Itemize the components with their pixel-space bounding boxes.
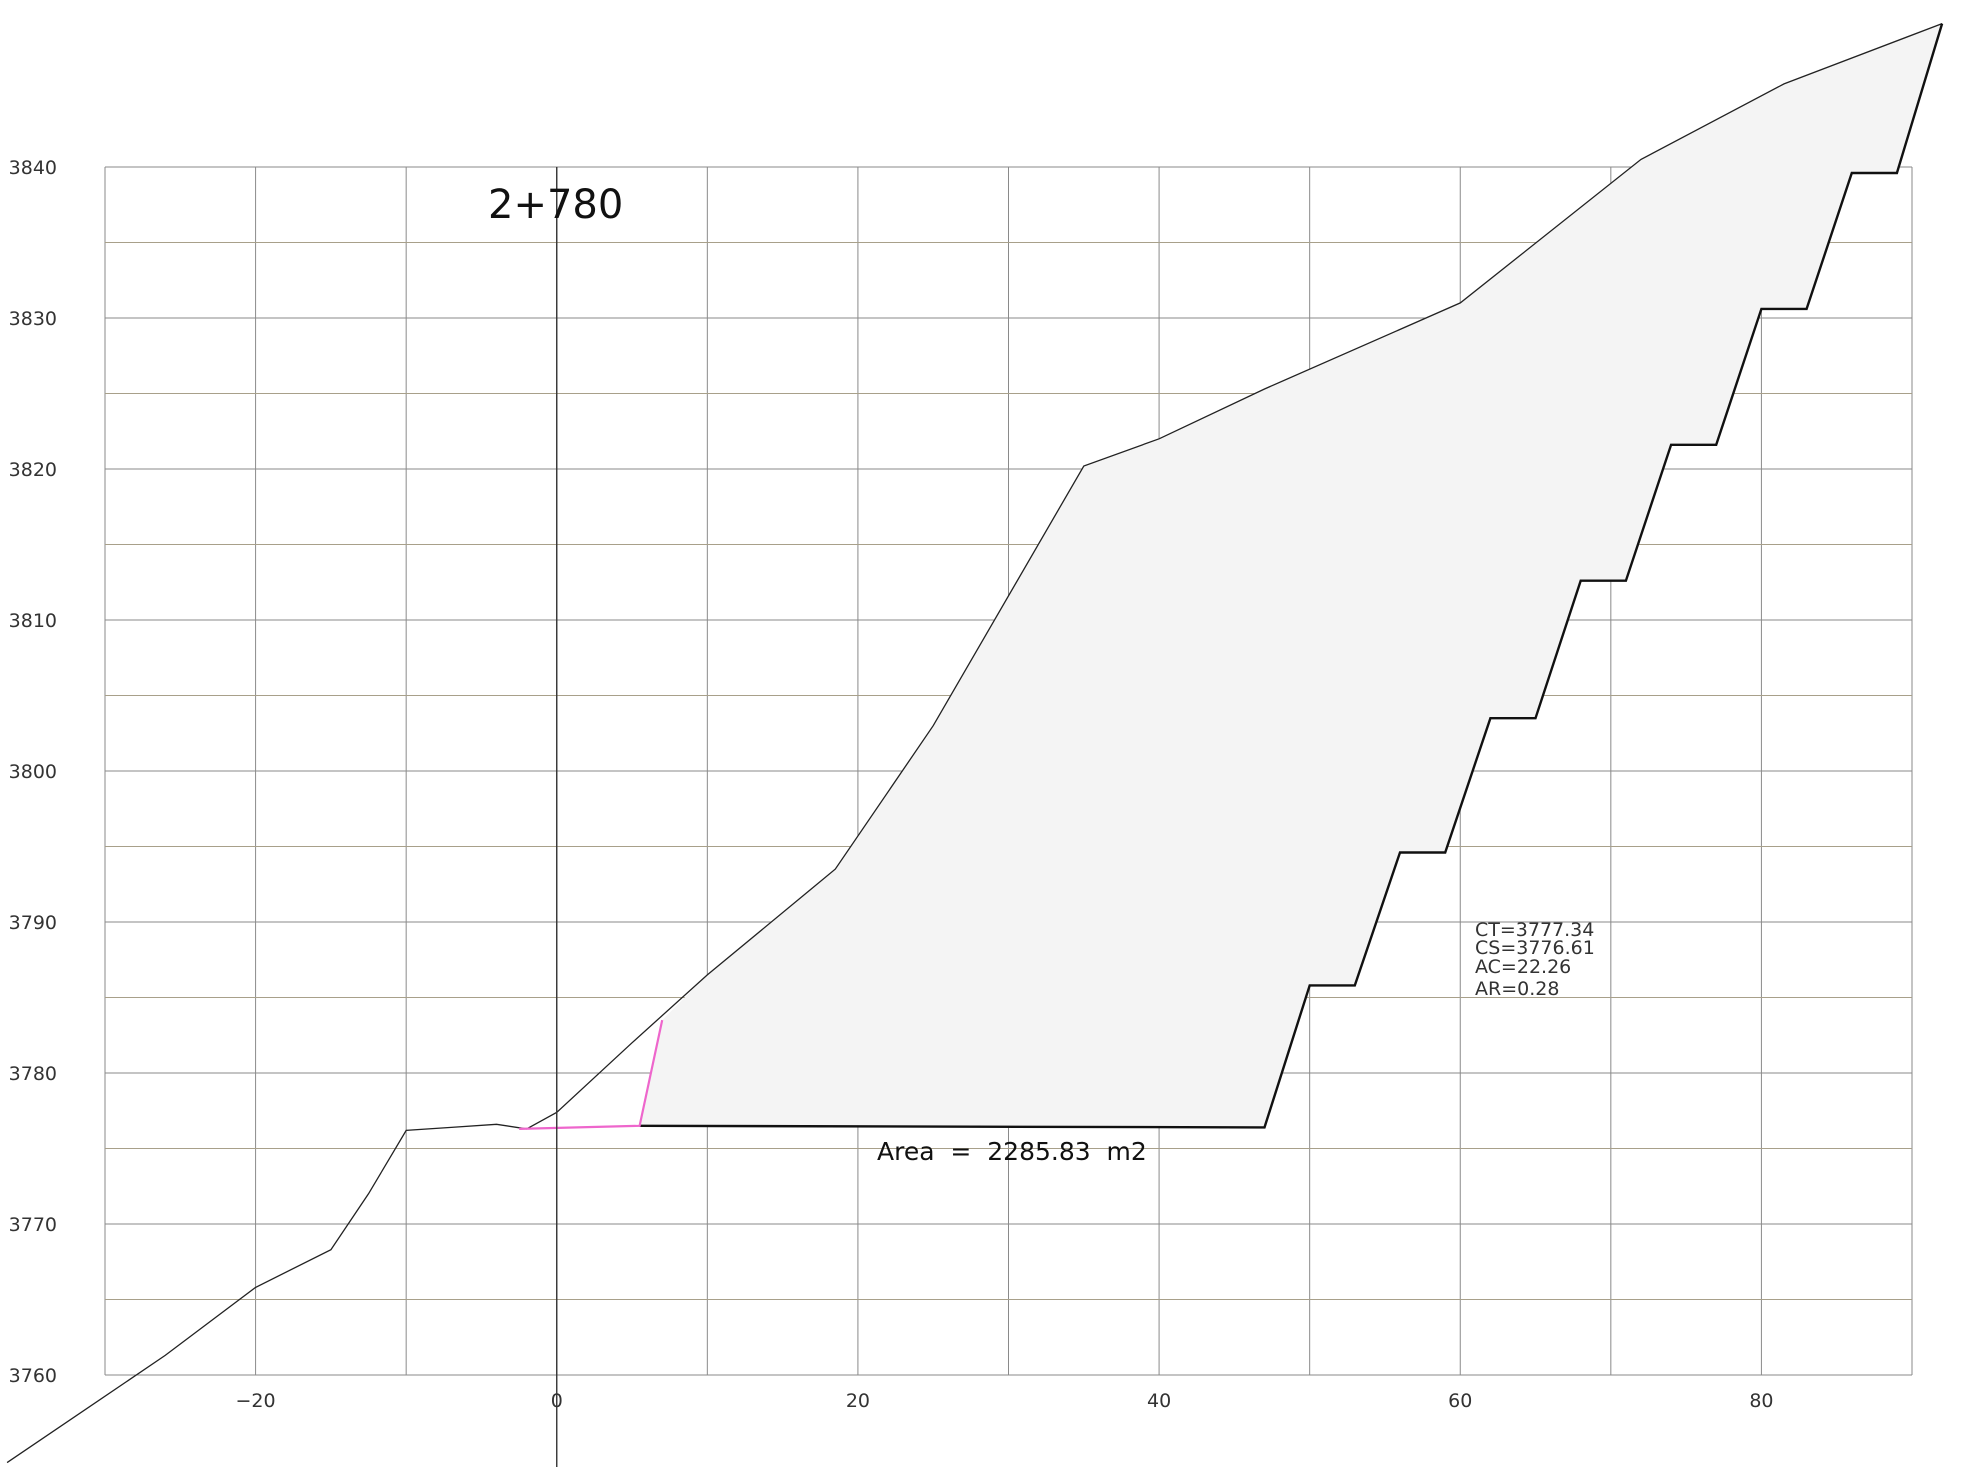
x-tick-label: 60 <box>1448 1390 1472 1412</box>
x-tick-label: 40 <box>1147 1390 1171 1412</box>
y-tick-label: 3830 <box>9 308 57 330</box>
y-tick-label: 3760 <box>9 1365 57 1387</box>
area-label: Area = 2285.83 m2 <box>877 1137 1147 1166</box>
stat-ct: CT=3777.34 <box>1475 919 1594 941</box>
design-section-line <box>639 23 1944 1129</box>
pink-boundary-line <box>519 1019 664 1130</box>
stat-cs: CS=3776.61 <box>1475 937 1595 959</box>
section-stats: CT=3777.34 CS=3776.61 AC=22.26 AR=0.28 <box>1475 919 1595 1000</box>
x-tick-label: 0 <box>551 1390 563 1412</box>
y-tick-label: 3840 <box>9 157 57 179</box>
stat-ar: AR=0.28 <box>1475 978 1559 1000</box>
y-tick-labels: 3760 3770 3780 3790 3800 3810 3820 3830 3840 <box>9 157 57 1387</box>
cut-fill-area <box>639 23 1943 1128</box>
x-tick-label: 20 <box>846 1390 870 1412</box>
y-tick-label: 3810 <box>9 610 57 632</box>
y-tick-label: 3820 <box>9 459 57 481</box>
x-tick-label: −20 <box>236 1390 276 1412</box>
x-tick-label: 80 <box>1749 1390 1773 1412</box>
y-tick-label: 3770 <box>9 1214 57 1236</box>
y-tick-label: 3790 <box>9 912 57 934</box>
station-label: 2+780 <box>488 182 623 228</box>
stat-ac: AC=22.26 <box>1475 956 1571 978</box>
y-tick-label: 3800 <box>9 761 57 783</box>
terrain-line <box>6 22 1943 1464</box>
y-tick-label: 3780 <box>9 1063 57 1085</box>
x-tick-labels: −20 0 20 40 60 80 <box>236 1390 1774 1412</box>
